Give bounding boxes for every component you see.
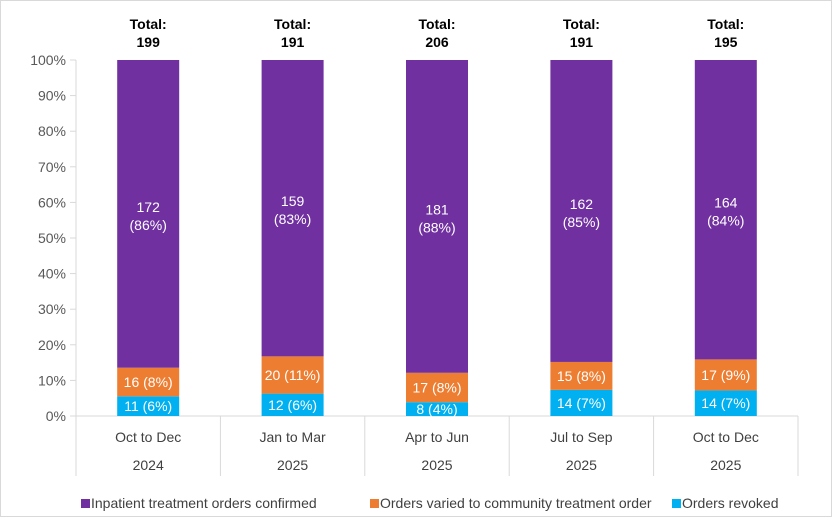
bar-segment [694, 359, 757, 391]
total-value: 191 [281, 34, 305, 50]
x-category-label: Oct to Dec [693, 429, 759, 445]
bar-segment [117, 396, 180, 416]
segment-value-label: 172 (86%) [130, 199, 167, 233]
total-value: 206 [425, 34, 449, 50]
y-tick-label: 20% [38, 337, 66, 353]
segment-value-label: 8 (4%) [416, 401, 457, 417]
segment-percent: (88%) [418, 219, 455, 235]
segment-value-label: 14 (7%) [701, 395, 750, 411]
y-tick-label: 100% [30, 52, 66, 68]
legend: Inpatient treatment orders confirmed Orde… [81, 495, 778, 511]
segment-percent: (84%) [707, 213, 744, 229]
x-category-label: Oct to Dec [115, 429, 181, 445]
x-year-label: 2024 [133, 457, 164, 473]
y-tick-label: 80% [38, 123, 66, 139]
legend-label: Orders revoked [682, 495, 778, 511]
x-year-label: 2025 [277, 457, 308, 473]
bar-segment [550, 60, 613, 362]
legend-swatch [81, 499, 90, 508]
labels: 11 (6%) 16 (8%) 172 (86%) Total: 199 12 (6%) 20… [124, 16, 751, 417]
axes: 0% 10% 20% 30% 40% 50% 60% 70% 80% 90% 100% Oct to … [30, 52, 799, 476]
legend-label: Orders varied to community treatment ord… [380, 495, 652, 511]
segment-count: 162 [570, 196, 594, 212]
total-value: 191 [570, 34, 594, 50]
x-category-label: Jul to Sep [550, 429, 612, 445]
legend-swatch [370, 499, 379, 508]
segment-value-label: 159 (83%) [274, 193, 311, 227]
bar-segment [117, 60, 180, 368]
y-tick-label: 50% [38, 230, 66, 246]
bar-segment [406, 402, 468, 416]
bar-segment [550, 361, 613, 390]
segment-value-label: 17 (9%) [701, 367, 750, 383]
segment-count: 172 [137, 199, 161, 215]
total-caption: Total: [418, 16, 455, 32]
y-tick-label: 90% [38, 88, 66, 104]
segment-value-label: 162 (85%) [563, 196, 600, 230]
segment-value-label: 20 (11%) [265, 367, 321, 383]
segment-value-label: 12 (6%) [268, 397, 317, 413]
bar-segment [261, 393, 324, 416]
segment-value-label: 17 (8%) [412, 379, 461, 395]
bars [117, 60, 757, 416]
y-tick-label: 60% [38, 194, 66, 210]
total-value: 199 [137, 34, 161, 50]
x-year-label: 2025 [421, 457, 452, 473]
segment-value-label: 16 (8%) [124, 374, 173, 390]
y-tick-label: 0% [46, 408, 66, 424]
bar-segment [406, 372, 468, 403]
x-year-label: 2025 [566, 457, 597, 473]
legend-swatch [672, 499, 681, 508]
y-tick-label: 40% [38, 266, 66, 282]
bar-segment [261, 60, 324, 357]
total-caption: Total: [563, 16, 600, 32]
segment-value-label: 14 (7%) [557, 395, 606, 411]
segment-count: 181 [425, 201, 449, 217]
segment-value-label: 15 (8%) [557, 368, 606, 384]
bar-segment [406, 60, 468, 373]
segment-value-label: 11 (6%) [124, 398, 172, 414]
segment-value-label: 164 (84%) [707, 195, 744, 229]
bar-segment [694, 390, 757, 416]
segment-percent: (83%) [274, 211, 311, 227]
y-tick-label: 30% [38, 301, 66, 317]
y-tick-label: 70% [38, 159, 66, 175]
segment-count: 159 [281, 193, 305, 209]
total-caption: Total: [274, 16, 311, 32]
total-caption: Total: [130, 16, 167, 32]
bar-segment [550, 389, 613, 416]
segment-percent: (85%) [563, 214, 600, 230]
x-category-label: Apr to Jun [405, 429, 469, 445]
segment-percent: (86%) [130, 217, 167, 233]
x-year-label: 2025 [710, 457, 741, 473]
x-category-label: Jan to Mar [260, 429, 326, 445]
segment-value-label: 181 (88%) [418, 201, 455, 235]
segment-count: 164 [714, 195, 738, 211]
bar-segment [117, 367, 180, 397]
total-value: 195 [714, 34, 738, 50]
total-caption: Total: [707, 16, 744, 32]
bar-segment [694, 60, 757, 360]
y-tick-label: 10% [38, 372, 66, 388]
bar-segment [261, 356, 324, 394]
legend-label: Inpatient treatment orders confirmed [91, 495, 317, 511]
